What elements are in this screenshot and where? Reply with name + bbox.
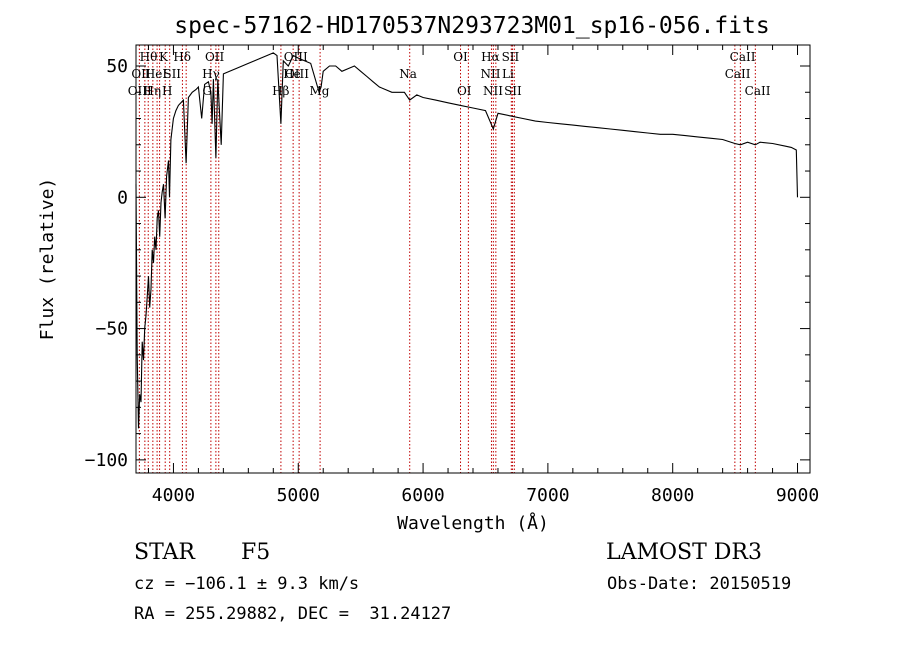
line-label-He: He <box>283 67 301 81</box>
observation-date: Obs-Date: 20150519 <box>607 574 792 594</box>
line-label-Hη: Hη <box>143 84 161 98</box>
y-tick-label: 0 <box>117 187 128 208</box>
line-label-CaII: CaII <box>725 67 751 81</box>
line-label-Hα: Hα <box>481 50 500 64</box>
line-label-G: G <box>202 84 212 98</box>
line-label-OI: OI <box>453 50 468 64</box>
line-label-OIII: OIII <box>285 67 309 81</box>
line-label-Hγ: Hγ <box>202 67 220 81</box>
line-label-OI: OI <box>457 84 472 98</box>
line-label-CaII: CaII <box>745 84 771 98</box>
line-label-HeI: HeI <box>145 67 168 81</box>
x-tick-label: 4000 <box>152 485 195 506</box>
line-label-OII: OII <box>205 50 225 64</box>
y-axis-label: Flux (relative) <box>37 178 58 341</box>
y-tick-label: −50 <box>95 319 128 340</box>
x-tick-label: 9000 <box>776 485 819 506</box>
line-label-OIII: OIII <box>128 84 152 98</box>
line-label-SII: SII <box>163 67 181 81</box>
object-subclass: F5 <box>241 540 271 565</box>
y-tick-label: 50 <box>106 56 128 77</box>
line-label-NII: NII <box>483 84 503 98</box>
line-label-Na: Na <box>399 67 417 81</box>
x-tick-label: 6000 <box>401 485 444 506</box>
spectral-line-markers <box>138 45 756 473</box>
x-tick-label: 5000 <box>277 485 320 506</box>
y-tick-label: −100 <box>85 450 128 471</box>
line-label-SII: SII <box>502 50 520 64</box>
x-tick-label: 8000 <box>651 485 694 506</box>
chart-title: spec-57162-HD170537N293723M01_sp16-056.f… <box>174 13 769 39</box>
line-label-CaII: CaII <box>730 50 756 64</box>
plot-frame <box>135 44 811 474</box>
survey-name: LAMOST DR3 <box>606 540 762 565</box>
line-label-K: K <box>159 50 169 64</box>
x-tick-label: 7000 <box>526 485 569 506</box>
redshift-velocity: cz = −106.1 ± 9.3 km/s <box>134 574 360 594</box>
spectrum-series-line <box>135 52 799 429</box>
x-axis: 4000 5000 6000 7000 8000 9000 <box>147 45 819 506</box>
line-label-NII: NII <box>480 67 500 81</box>
x-axis-label: Wavelength (Å) <box>397 512 549 534</box>
object-class: STAR <box>134 540 195 565</box>
line-label-Li: Li <box>502 67 514 81</box>
line-label-SII: SII <box>504 84 522 98</box>
y-axis: −100 −50 0 50 <box>85 56 810 471</box>
sky-coordinates: RA = 255.29882, DEC = 31.24127 <box>134 604 452 624</box>
line-label-Hβ: Hβ <box>272 84 289 98</box>
line-label-Hδ: Hδ <box>173 50 191 64</box>
line-label-H: H <box>162 84 172 98</box>
line-label-Hθ: Hθ <box>140 50 158 64</box>
